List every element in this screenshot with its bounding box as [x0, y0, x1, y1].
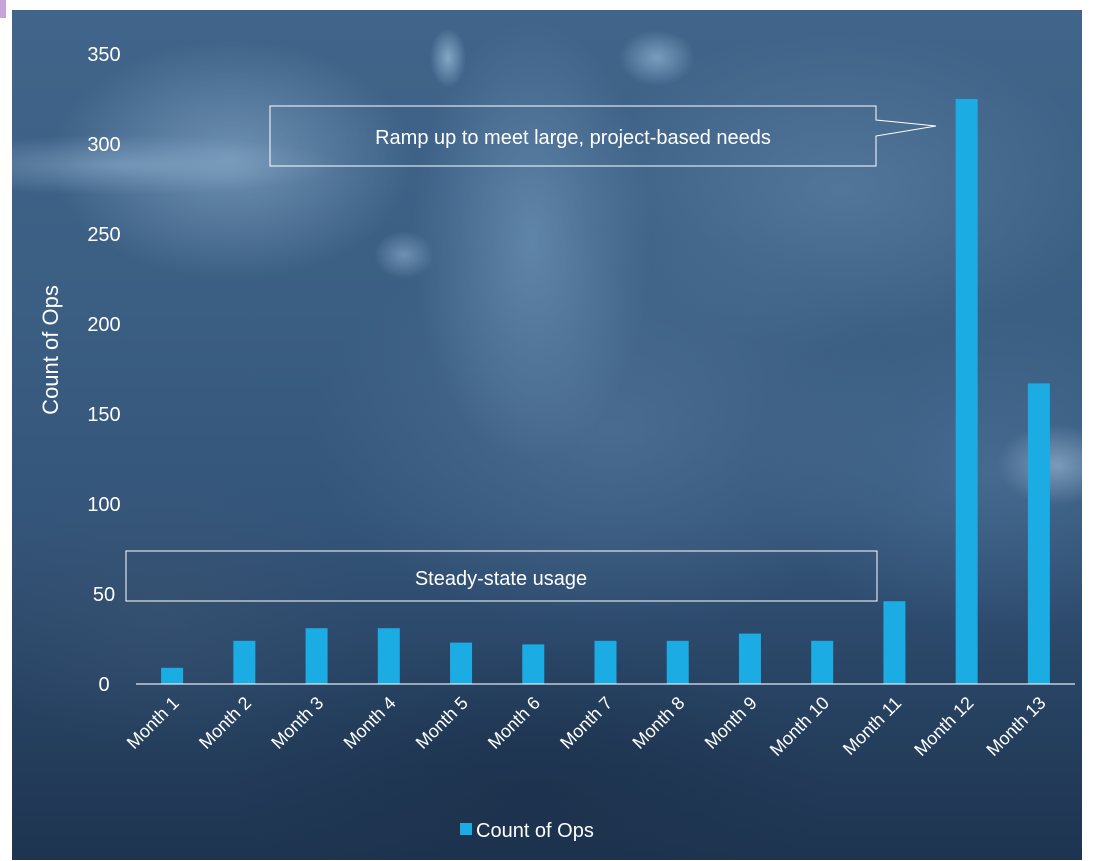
bar — [738, 633, 761, 684]
y-tick-label: 0 — [98, 674, 109, 696]
bar — [1027, 383, 1050, 684]
x-tick-label: Month 12 — [910, 693, 977, 760]
legend-label: Count of Ops — [476, 820, 594, 842]
bar — [305, 628, 328, 684]
x-axis-labels: Month 1 Month 2 Month 3 Month 4 Month 5 Month… — [123, 693, 1050, 760]
annotation-ramp-up-callout — [269, 105, 937, 167]
x-tick-label: Month 2 — [195, 693, 255, 753]
legend: Count of Ops — [460, 820, 594, 842]
x-tick-label: Month 13 — [982, 693, 1049, 760]
legend-swatch — [460, 823, 472, 835]
y-tick-label: 350 — [87, 44, 120, 66]
x-tick-label: Month 11 — [839, 693, 905, 759]
bar — [594, 640, 617, 684]
bar — [522, 644, 545, 684]
annotation-ramp-up: Ramp up to meet large, project-based nee… — [269, 105, 937, 167]
x-tick-label: Month 8 — [628, 693, 688, 753]
x-tick-label: Month 5 — [412, 693, 472, 753]
annotation-ramp-up-text: Ramp up to meet large, project-based nee… — [375, 127, 771, 149]
y-axis-ticks: 0 50 100 150 200 250 300 350 — [87, 44, 120, 696]
y-tick-label: 100 — [87, 494, 120, 516]
x-tick-label: Month 10 — [766, 693, 833, 760]
bar — [955, 99, 978, 684]
y-tick-label: 50 — [93, 584, 115, 606]
x-tick-label: Month 1 — [123, 693, 183, 753]
x-tick-label: Month 9 — [701, 693, 761, 753]
x-tick-label: Month 6 — [484, 693, 544, 753]
bar — [811, 640, 834, 684]
bar — [450, 642, 473, 684]
chart-background: 0 50 100 150 200 250 300 350 Count of Ops Month… — [12, 10, 1082, 860]
annotation-steady-state-box — [125, 550, 878, 602]
bar-chart: 0 50 100 150 200 250 300 350 Count of Ops Month… — [38, 44, 1075, 842]
x-tick-label: Month 4 — [339, 693, 399, 753]
bar — [161, 667, 184, 684]
y-tick-label: 250 — [87, 224, 120, 246]
y-tick-label: 200 — [87, 314, 120, 336]
annotation-steady-state: Steady-state usage — [125, 550, 878, 602]
bar — [233, 640, 256, 684]
y-axis-title: Count of Ops — [38, 285, 63, 415]
bar — [377, 628, 400, 684]
bar-series — [161, 99, 1050, 684]
y-tick-label: 300 — [87, 134, 120, 156]
bar — [666, 640, 689, 684]
annotation-steady-state-text: Steady-state usage — [415, 568, 587, 590]
bar — [883, 601, 906, 684]
x-tick-label: Month 3 — [267, 693, 327, 753]
corner-marker — [0, 0, 6, 18]
y-tick-label: 150 — [87, 404, 120, 426]
x-tick-label: Month 7 — [556, 693, 616, 753]
